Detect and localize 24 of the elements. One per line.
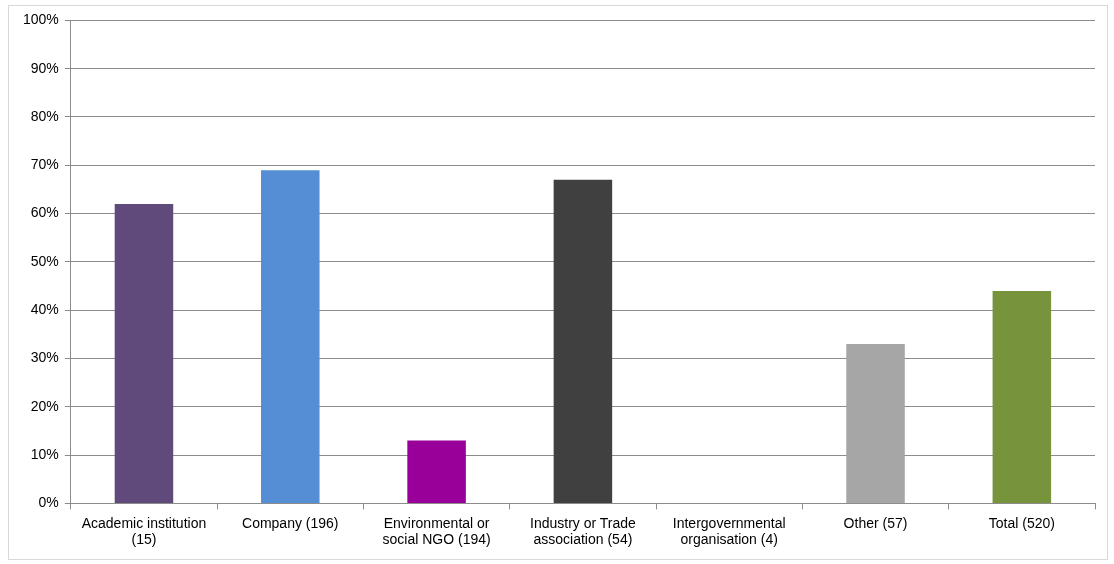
y-tick-label: 10%	[30, 445, 59, 462]
bar	[407, 440, 466, 503]
y-tick-label: 50%	[30, 252, 59, 269]
y-tick-label: 0%	[38, 494, 59, 511]
y-tick-label: 60%	[30, 204, 59, 221]
x-tick-label: Environmental or social NGO (194)	[382, 514, 491, 548]
bar	[553, 179, 613, 503]
x-tick-label: Other (57)	[843, 514, 908, 531]
bar	[992, 290, 1052, 503]
x-tick-label: Total (520)	[988, 514, 1055, 531]
x-tick-label: Industry or Trade association (54)	[529, 514, 637, 548]
y-tick-label: 70%	[30, 156, 59, 173]
bar	[114, 203, 174, 503]
y-tick-label: 20%	[30, 397, 59, 414]
bar	[261, 170, 320, 503]
x-tick-label: Company (196)	[242, 514, 339, 531]
bar	[846, 344, 905, 503]
y-tick-label: 90%	[30, 59, 59, 76]
x-tick-label: Academic institution (15)	[81, 514, 207, 548]
y-tick-label: 80%	[30, 107, 59, 124]
x-tick-label: Intergovernmental organisation (4)	[672, 514, 786, 548]
y-tick-label: 30%	[30, 349, 59, 366]
y-tick-label: 40%	[30, 301, 59, 318]
y-tick-label: 100%	[22, 11, 59, 28]
